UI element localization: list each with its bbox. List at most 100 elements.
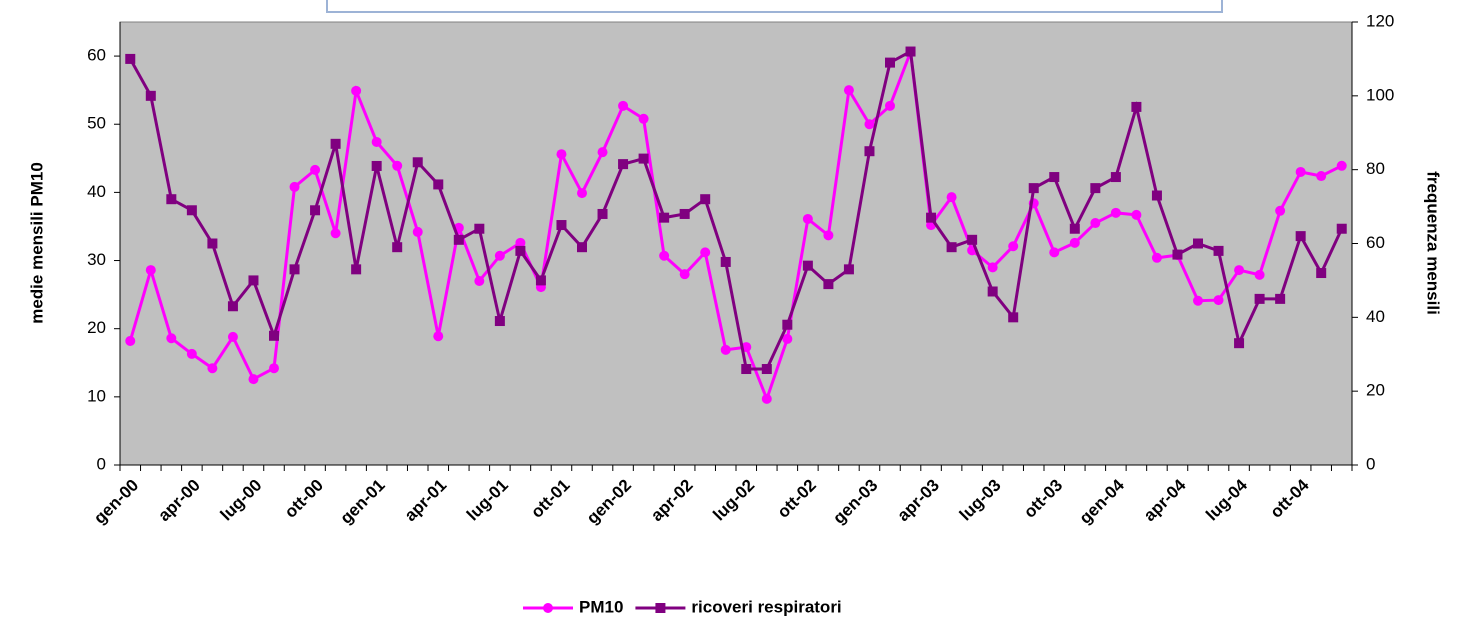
marker	[453, 234, 464, 245]
marker	[1090, 183, 1101, 194]
marker	[597, 147, 608, 158]
marker	[371, 160, 382, 171]
y-tick-label: 50	[87, 114, 106, 133]
y2-tick-label: 120	[1366, 11, 1394, 30]
marker	[823, 230, 834, 241]
marker	[597, 208, 608, 219]
marker	[987, 262, 998, 273]
marker	[515, 245, 526, 256]
x-tick-label: lug-02	[709, 476, 758, 525]
marker	[1131, 209, 1142, 220]
marker	[1234, 265, 1245, 276]
marker	[248, 275, 259, 286]
x-tick-label: gen-01	[336, 476, 388, 528]
marker	[433, 331, 444, 342]
marker	[556, 149, 567, 160]
y-tick-label: 40	[87, 182, 106, 201]
y2-tick-label: 60	[1366, 233, 1385, 252]
marker	[577, 188, 587, 199]
x-tick-label: gen-03	[829, 476, 881, 528]
x-tick-label: ott-02	[774, 476, 820, 522]
marker	[679, 269, 690, 280]
y-axis-label: medie mensili PM10	[27, 162, 46, 324]
marker	[474, 223, 485, 234]
marker	[1193, 295, 1203, 306]
marker	[720, 256, 731, 267]
marker	[1151, 252, 1162, 263]
marker	[1275, 293, 1286, 304]
x-tick-label: apr-03	[894, 476, 944, 526]
y-tick-label: 20	[87, 318, 106, 337]
marker	[1336, 160, 1347, 171]
marker	[802, 260, 813, 271]
marker	[618, 159, 629, 170]
y2-tick-label: 40	[1366, 307, 1385, 326]
marker	[227, 301, 238, 312]
marker	[1090, 218, 1101, 229]
marker	[125, 53, 136, 64]
marker	[351, 85, 362, 96]
marker	[412, 226, 423, 237]
marker	[843, 85, 854, 96]
marker	[310, 205, 321, 216]
marker	[556, 220, 567, 231]
marker	[186, 205, 197, 216]
marker	[371, 136, 382, 147]
x-tick-label: ott-04	[1267, 475, 1314, 522]
marker	[700, 247, 711, 258]
x-tick-label: apr-01	[401, 476, 451, 526]
marker	[1151, 190, 1162, 201]
marker	[330, 138, 341, 149]
y-tick-label: 60	[87, 46, 106, 65]
series-line	[128, 51, 1343, 404]
y-tick-label: 10	[87, 386, 106, 405]
marker	[659, 212, 670, 223]
marker	[1131, 101, 1142, 112]
marker	[515, 237, 526, 248]
series-line	[128, 49, 1344, 371]
marker	[823, 279, 834, 290]
marker	[864, 119, 875, 130]
marker	[1008, 312, 1019, 323]
marker	[885, 57, 895, 68]
marker	[1213, 245, 1224, 256]
marker	[782, 319, 793, 330]
marker	[269, 330, 279, 341]
marker	[289, 181, 300, 192]
marker	[1316, 268, 1327, 279]
x-tick-label: gen-00	[90, 476, 142, 528]
marker	[679, 208, 690, 219]
marker	[1336, 223, 1347, 234]
marker	[166, 333, 177, 344]
marker	[433, 179, 444, 190]
marker	[1275, 205, 1286, 216]
x-tick-label: ott-01	[527, 476, 573, 522]
x-tick-label: lug-04	[1202, 475, 1251, 524]
marker	[1028, 183, 1039, 194]
marker	[1295, 166, 1306, 177]
marker	[227, 331, 238, 342]
marker	[741, 364, 752, 375]
marker	[1049, 247, 1060, 258]
marker	[843, 264, 854, 275]
marker	[392, 160, 403, 171]
marker	[885, 100, 895, 111]
x-tick-label: gen-02	[583, 476, 635, 528]
x-tick-label: lug-00	[217, 476, 266, 525]
marker	[1254, 293, 1265, 304]
marker	[166, 194, 177, 205]
marker	[577, 242, 587, 253]
y2-axis-label: frequenza mensili	[1424, 171, 1443, 315]
x-tick-label: ott-00	[281, 476, 327, 522]
x-tick-label: apr-00	[154, 476, 204, 526]
marker	[207, 363, 218, 374]
marker	[926, 212, 937, 223]
marker	[125, 335, 136, 346]
marker	[638, 113, 649, 124]
marker	[289, 264, 300, 275]
x-tick-label: lug-01	[463, 476, 512, 525]
y2-tick-label: 20	[1366, 381, 1385, 400]
marker	[474, 275, 485, 286]
